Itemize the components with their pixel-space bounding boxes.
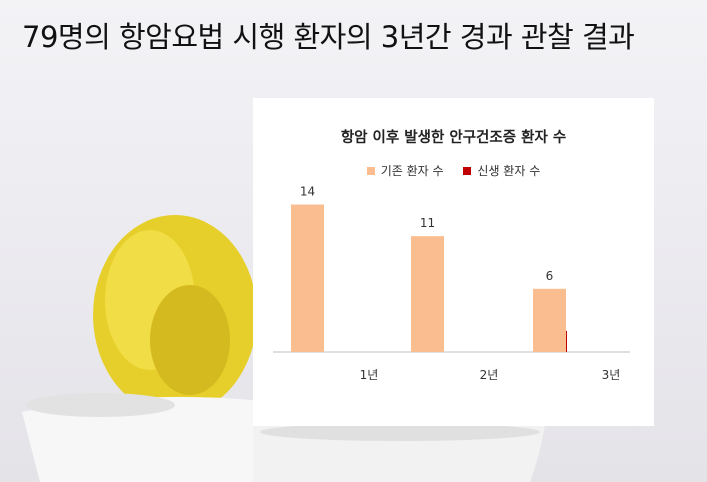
x-tick-label-2: 2년: [480, 368, 499, 382]
chart-card: 항암 이후 발생한 안구건조증 환자 수 기존 환자 수 신생 환자 수 140…: [253, 98, 654, 426]
bar-existing-3: [533, 288, 566, 352]
pot: [22, 396, 253, 482]
legend-label-existing: 기존 환자 수: [380, 164, 444, 178]
legend-swatch-existing: [366, 166, 375, 175]
chart-title: 항암 이후 발생한 안구건조증 환자 수: [340, 130, 567, 146]
legend-swatch-new: [463, 166, 472, 175]
x-tick-label-1: 1년: [360, 368, 379, 382]
legend-item-existing: 기존 환자 수: [366, 162, 444, 179]
bar-existing-1: [291, 204, 324, 352]
legend-item-new: 신생 환자 수: [463, 162, 540, 179]
chart-plot-area: 1401년1122년623년: [273, 185, 630, 382]
cactus-shade: [150, 285, 230, 395]
data-label-existing-3: 6: [546, 269, 554, 283]
bar-existing-2: [411, 236, 444, 352]
pebbles: [25, 393, 175, 417]
page-title: 79명의 항암요법 시행 환자의 3년간 경과 관찰 결과: [22, 20, 635, 54]
chart-legend: 기존 환자 수 신생 환자 수: [253, 162, 654, 179]
x-tick-label-3: 3년: [602, 368, 621, 382]
pebbles-right: [260, 423, 540, 441]
legend-label-new: 신생 환자 수: [477, 164, 541, 178]
data-label-existing-2: 11: [420, 216, 435, 230]
data-label-existing-1: 14: [300, 185, 315, 199]
